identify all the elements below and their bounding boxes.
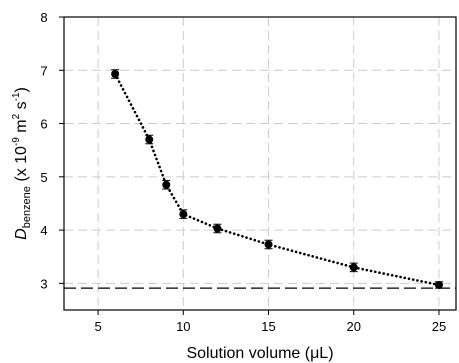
point-marker (264, 240, 273, 249)
y-tick-label: 7 (40, 63, 47, 78)
x-tick-label: 10 (176, 319, 190, 334)
plot-frame (63, 16, 457, 311)
grid (64, 16, 456, 310)
y-axis-title: Dbenzene (x 10-9 m2 s-1) (11, 87, 33, 240)
y-tick-label: 3 (40, 276, 47, 291)
point-marker (179, 210, 188, 219)
point-marker (349, 263, 358, 272)
y-axis-exponent: -9 (11, 137, 22, 146)
y-axis-exponent-2: 2 (11, 113, 22, 119)
point-marker (162, 180, 171, 189)
x-tick-label: 5 (94, 319, 101, 334)
data-point (179, 209, 188, 219)
x-tick-label: 15 (261, 319, 275, 334)
y-tick-label: 5 (40, 170, 47, 185)
y-tick-label: 6 (40, 117, 47, 132)
y-axis-exponent-3: -1 (11, 92, 22, 101)
point-marker (434, 280, 443, 289)
y-axis-unit-m: m (13, 119, 30, 137)
data-point (264, 239, 273, 250)
point-marker (111, 70, 120, 79)
data-point (213, 223, 222, 234)
y-axis-prefix: (x 10 (13, 146, 30, 186)
trend-line (113, 72, 441, 287)
y-axis-subscript: benzene (21, 186, 33, 228)
ticks: 5 10 15 20 25 3 4 5 6 7 8 (40, 10, 446, 334)
x-axis-title: Solution volume (μL) (186, 345, 333, 362)
x-tick-label: 20 (347, 319, 361, 334)
data-point (145, 134, 154, 145)
data-point (434, 280, 443, 289)
point-marker (213, 224, 222, 233)
data-point (111, 69, 120, 79)
y-axis-symbol: D (13, 228, 30, 240)
data-point (349, 262, 358, 273)
point-marker (145, 135, 154, 144)
x-tick-label: 25 (432, 319, 446, 334)
y-axis-suffix: ) (13, 87, 30, 92)
trend-line-group (113, 72, 441, 287)
y-axis-unit-s: s (13, 101, 30, 113)
data-point (162, 180, 171, 190)
y-tick-label: 8 (40, 10, 47, 25)
data-points (111, 69, 443, 289)
y-tick-label: 4 (40, 223, 47, 238)
